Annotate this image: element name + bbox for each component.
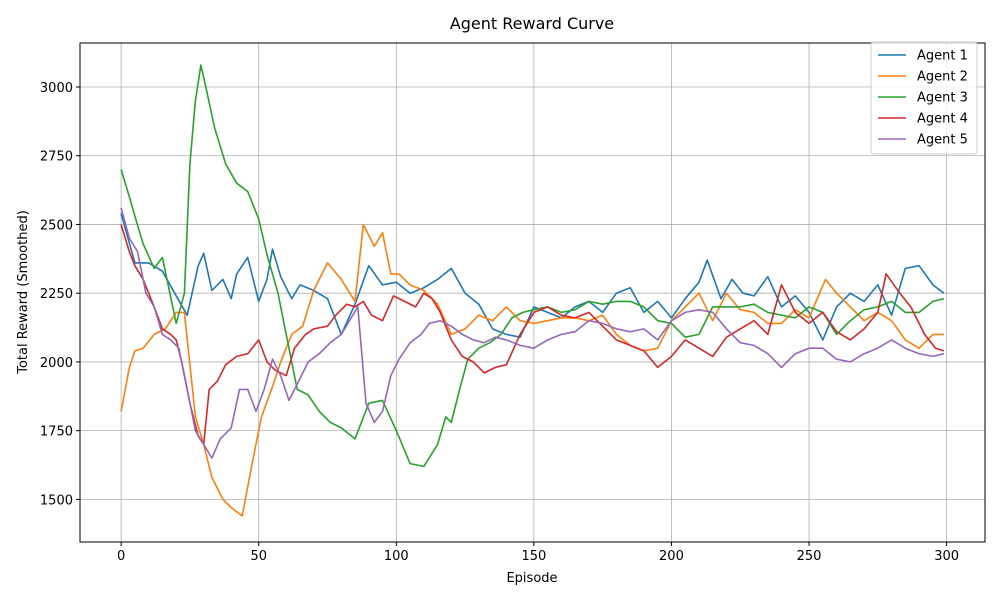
y-tick-label: 2750 (40, 150, 73, 165)
grid-lines (80, 43, 985, 542)
y-axis-ticks: 1500 1750 2000 2250 2500 2750 3000 (40, 81, 80, 508)
y-tick-label: 1750 (40, 425, 73, 440)
y-tick-label: 2000 (40, 356, 73, 371)
x-tick-label: 0 (117, 549, 125, 564)
series-line-agent-5 (120, 207, 945, 459)
y-axis-label: Total Reward (Smoothed) (16, 210, 31, 375)
legend-label-agent-4: Agent 4 (917, 112, 968, 127)
plot-frame (79, 42, 986, 543)
y-tick-label: 2250 (40, 287, 73, 302)
y-tick-label: 1500 (40, 493, 73, 508)
series-line-agent-3 (120, 64, 945, 468)
x-tick-label: 250 (797, 549, 822, 564)
x-axis-label: Episode (506, 571, 557, 586)
y-tick-label: 3000 (40, 81, 73, 96)
x-tick-label: 50 (250, 549, 267, 564)
legend-label-agent-2: Agent 2 (917, 70, 968, 85)
legend-label-agent-5: Agent 5 (917, 133, 968, 148)
x-tick-label: 200 (659, 549, 684, 564)
legend-box (870, 41, 978, 155)
x-tick-label: 150 (521, 549, 546, 564)
series-line-agent-1 (120, 213, 945, 341)
series-line-agent-4 (120, 224, 945, 446)
legend: Agent 1 Agent 2 Agent 3 Agent 4 Agent 5 (870, 41, 978, 155)
legend-label-agent-1: Agent 1 (917, 49, 968, 64)
series-line-agent-2 (120, 223, 944, 517)
x-axis-ticks: 0 50 100 150 200 250 300 (117, 542, 959, 564)
x-tick-label: 300 (934, 549, 959, 564)
x-tick-label: 100 (384, 549, 409, 564)
chart-title: Agent Reward Curve (450, 14, 614, 33)
y-tick-label: 2500 (40, 218, 73, 233)
series-lines (120, 64, 945, 517)
legend-label-agent-3: Agent 3 (917, 91, 968, 106)
